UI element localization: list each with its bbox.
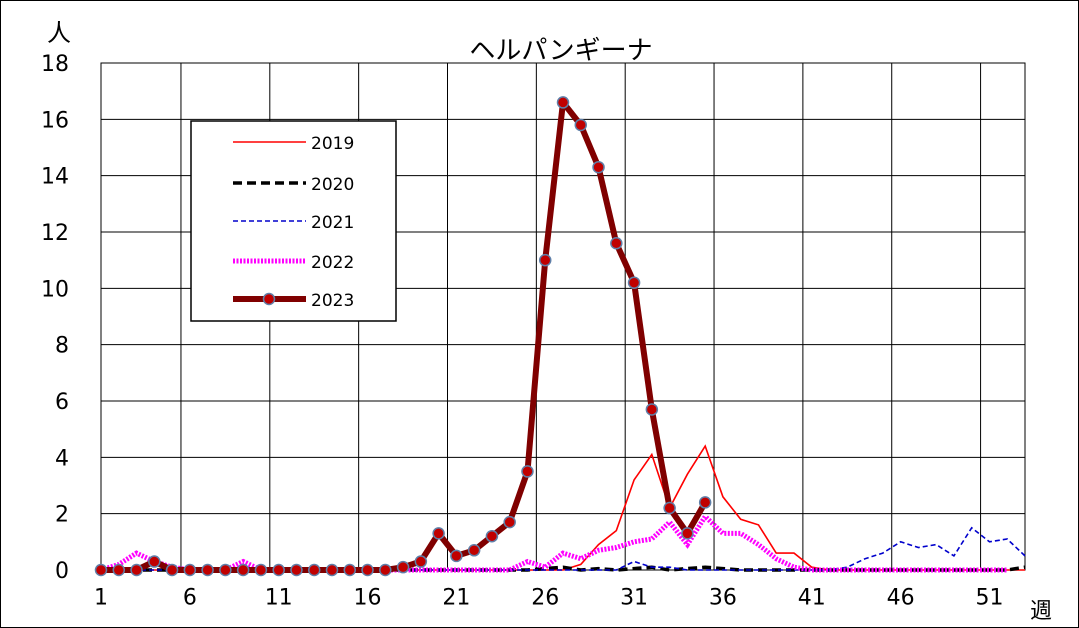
y-tick-label: 18 bbox=[41, 52, 69, 77]
x-tick-label: 6 bbox=[183, 585, 197, 610]
data-point bbox=[485, 529, 499, 543]
x-axis-label: 週 bbox=[1030, 599, 1052, 624]
series-2022 bbox=[100, 512, 1008, 573]
data-point bbox=[343, 563, 357, 577]
data-point bbox=[254, 563, 268, 577]
series-layer bbox=[94, 96, 1026, 577]
legend-label: 2021 bbox=[311, 213, 354, 233]
x-tick-label: 11 bbox=[265, 585, 293, 610]
y-tick-label: 2 bbox=[55, 503, 69, 528]
x-tick-label: 51 bbox=[975, 585, 1003, 610]
data-point bbox=[538, 253, 552, 267]
data-point bbox=[663, 501, 676, 515]
data-point bbox=[130, 563, 143, 577]
data-point bbox=[94, 563, 108, 577]
data-point bbox=[592, 160, 605, 174]
data-point bbox=[698, 496, 712, 509]
data-point bbox=[219, 563, 232, 577]
data-point bbox=[183, 563, 197, 577]
x-tick-label: 16 bbox=[354, 585, 382, 610]
data-point bbox=[414, 555, 428, 568]
data-point bbox=[379, 563, 392, 577]
x-tick-label: 26 bbox=[531, 585, 559, 610]
series-2023 bbox=[94, 96, 712, 577]
data-point bbox=[503, 515, 516, 529]
y-tick-label: 8 bbox=[55, 334, 69, 359]
legend-label: 2019 bbox=[311, 134, 354, 154]
y-tick-label: 10 bbox=[41, 277, 69, 302]
data-point bbox=[610, 237, 623, 250]
data-point bbox=[165, 563, 179, 577]
legend: 2019 2020 2021 2022 2023 bbox=[190, 120, 397, 322]
x-tick-label: 46 bbox=[887, 585, 915, 610]
x-tick-label: 1 bbox=[94, 585, 108, 610]
data-point bbox=[148, 555, 161, 568]
data-point bbox=[396, 560, 410, 574]
data-point bbox=[556, 96, 570, 109]
data-point bbox=[574, 118, 588, 132]
data-point bbox=[290, 563, 303, 577]
legend-label: 2020 bbox=[311, 175, 354, 195]
data-point bbox=[361, 563, 374, 577]
x-tick-label: 41 bbox=[798, 585, 826, 610]
y-tick-label: 12 bbox=[41, 221, 69, 246]
data-point bbox=[450, 549, 463, 563]
y-tick-label: 6 bbox=[55, 390, 69, 415]
y-tick-label: 4 bbox=[55, 446, 69, 471]
legend-label: 2023 bbox=[311, 291, 354, 311]
series-line-2022 bbox=[100, 512, 1008, 573]
data-point bbox=[521, 465, 534, 478]
y-tick-label: 0 bbox=[55, 559, 69, 584]
data-point bbox=[112, 563, 126, 577]
x-tick-label: 21 bbox=[442, 585, 470, 610]
y-tick-label: 14 bbox=[41, 165, 69, 190]
chart-title: ヘルパンギーナ bbox=[469, 36, 652, 66]
y-tick-label: 16 bbox=[41, 108, 69, 133]
data-point bbox=[307, 563, 321, 577]
legend-label: 2022 bbox=[311, 253, 354, 273]
data-point bbox=[236, 563, 250, 577]
data-point bbox=[467, 544, 481, 557]
data-point bbox=[272, 563, 285, 577]
data-point bbox=[645, 403, 659, 416]
x-tick-label: 31 bbox=[620, 585, 648, 610]
x-tick-label: 36 bbox=[709, 585, 737, 610]
y-axis-label: 人 bbox=[47, 19, 71, 47]
data-point bbox=[681, 527, 694, 540]
legend-marker bbox=[262, 292, 276, 306]
data-point bbox=[627, 276, 641, 289]
data-point bbox=[432, 527, 445, 540]
axis-labels: ヘルパンギーナ 人 週 bbox=[47, 19, 1052, 624]
data-point bbox=[201, 563, 214, 577]
data-point bbox=[325, 563, 339, 577]
